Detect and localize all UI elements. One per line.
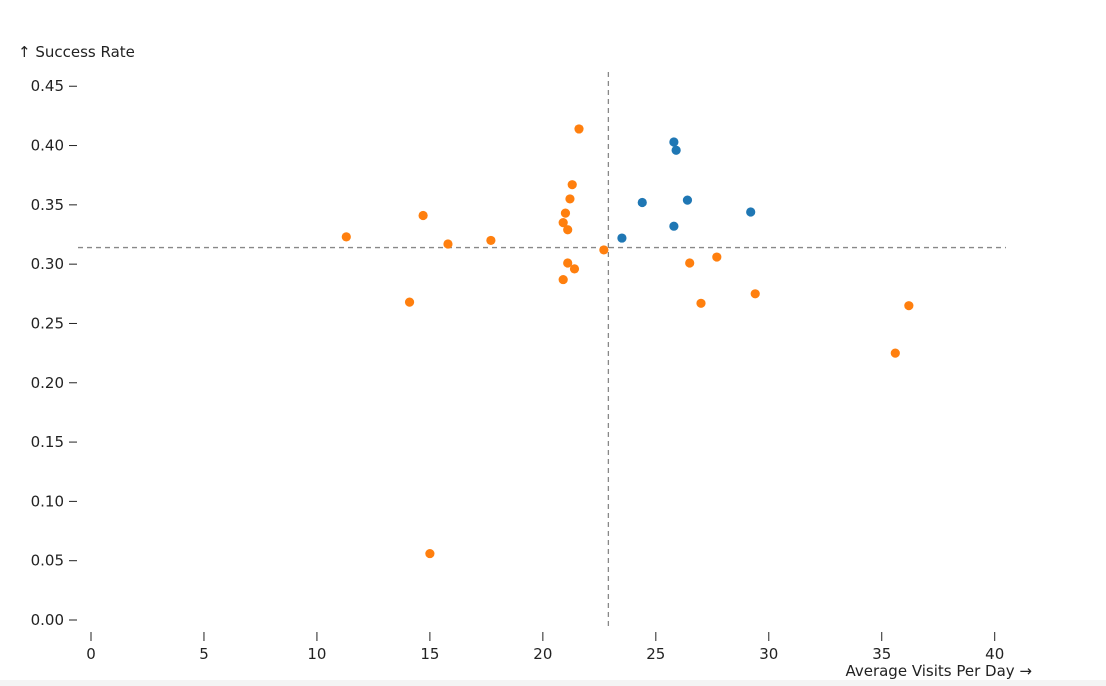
data-point-series-2 (567, 180, 577, 190)
y-tick-label: 0.45 (31, 77, 64, 95)
data-point-series-2 (569, 264, 580, 274)
data-point-series-2 (574, 124, 584, 134)
data-point-series-2 (558, 274, 568, 285)
data-point-series-2 (890, 348, 900, 358)
data-points (341, 124, 914, 559)
data-point-series-1 (617, 233, 627, 243)
data-point-series-2 (712, 252, 722, 262)
data-point-series-2 (599, 245, 609, 255)
data-point-series-2 (565, 194, 575, 204)
data-point-series-1 (669, 137, 679, 147)
data-point-series-1 (637, 197, 647, 208)
x-axis: 0 5 10 15 20 25 30 35 40 (86, 632, 1004, 663)
data-point-series-2 (904, 301, 914, 311)
y-tick-label: 0.35 (31, 196, 64, 214)
data-point-series-1 (746, 207, 756, 217)
data-point-series-2 (696, 298, 706, 308)
x-tick-label: 40 (985, 645, 1004, 663)
y-tick-label: 0.20 (31, 374, 64, 392)
x-tick-label: 10 (307, 645, 326, 663)
data-point-series-2 (404, 297, 415, 307)
x-tick-label: 25 (646, 645, 665, 663)
y-axis: 0.00 0.05 0.10 0.15 0.20 0.25 0.30 0.35 0.40 0.45 (31, 77, 77, 629)
data-point-series-1 (682, 195, 693, 205)
y-tick-label: 0.05 (31, 552, 64, 570)
data-point-series-2 (418, 210, 428, 221)
data-point-series-2 (560, 208, 571, 218)
y-tick-label: 0.00 (31, 611, 64, 629)
data-point-series-2 (341, 232, 351, 242)
data-point-series-2 (486, 235, 496, 246)
y-tick-label: 0.40 (31, 137, 64, 155)
data-point-series-2 (558, 218, 568, 228)
x-tick-label: 15 (420, 645, 439, 663)
x-tick-label: 30 (759, 645, 778, 663)
y-tick-label: 0.25 (31, 314, 64, 332)
data-point-series-2 (563, 225, 573, 235)
reference-lines (78, 72, 1006, 630)
data-point-series-2 (425, 548, 435, 559)
x-axis-title: Average Visits Per Day → (845, 662, 1032, 680)
data-point-series-2 (685, 258, 695, 268)
x-tick-label: 0 (86, 645, 96, 663)
data-point-series-2 (563, 258, 573, 268)
data-point-series-1 (669, 221, 679, 231)
y-axis-title: ↑ Success Rate (18, 43, 135, 61)
x-tick-label: 5 (199, 645, 209, 663)
data-point-series-2 (750, 289, 760, 299)
x-tick-label: 20 (533, 645, 552, 663)
data-point-series-2 (443, 239, 453, 249)
y-tick-label: 0.30 (31, 255, 64, 273)
y-tick-label: 0.15 (31, 433, 64, 451)
data-point-series-1 (671, 145, 681, 155)
y-tick-label: 0.10 (31, 492, 64, 510)
x-tick-label: 35 (872, 645, 891, 663)
